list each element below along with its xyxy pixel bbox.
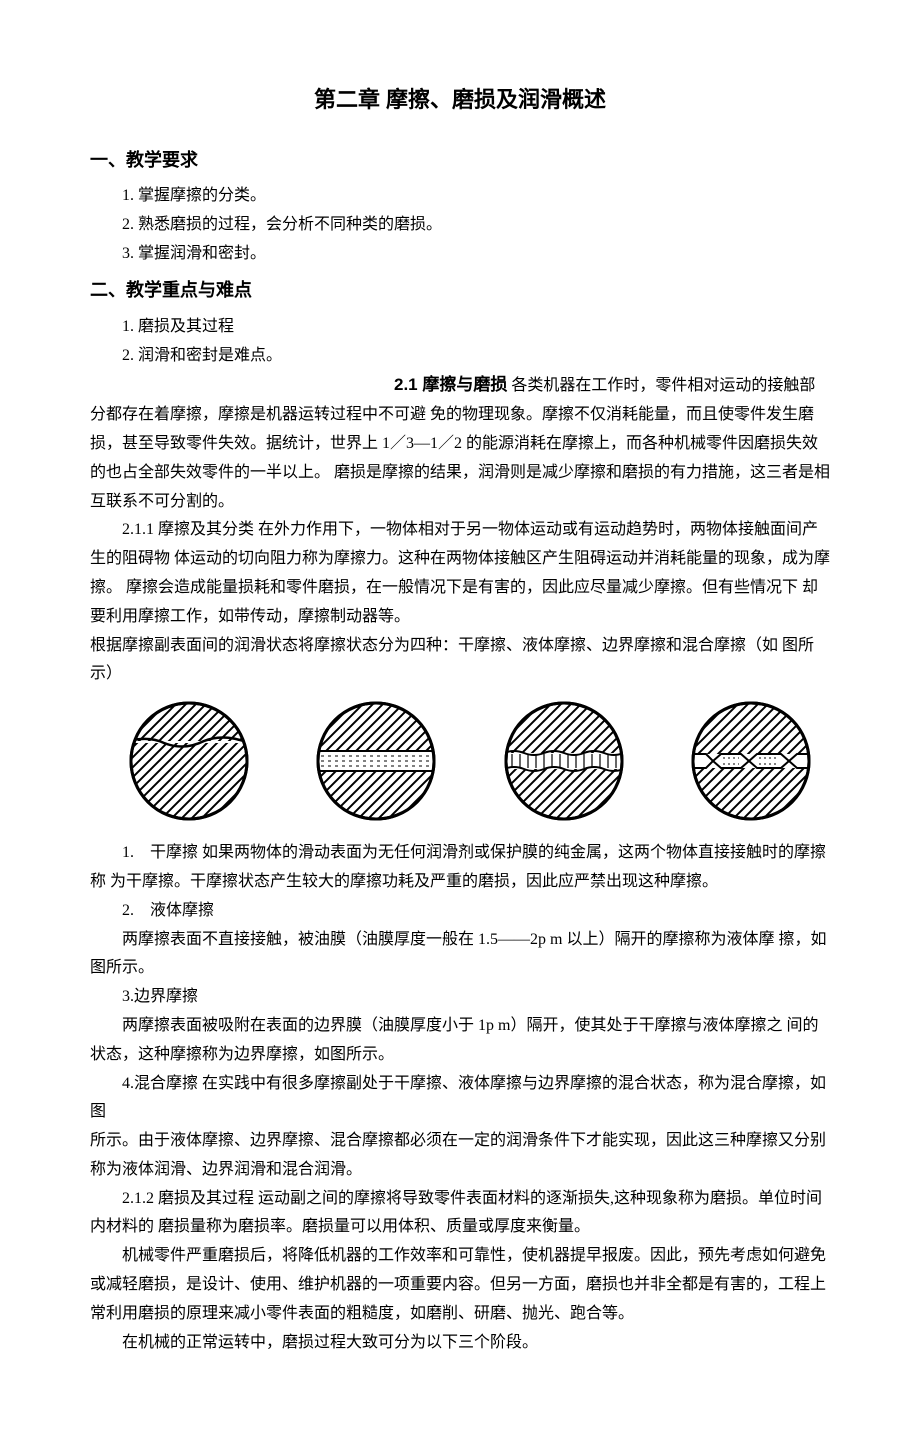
sec2-item-1: 1. 磨损及其过程 bbox=[122, 313, 830, 342]
fluid-friction-diagram bbox=[316, 701, 436, 821]
sec1-item-3: 3. 掌握润滑和密封。 bbox=[122, 240, 830, 269]
item-3-body: 两摩擦表面被吸附在表面的边界膜（油膜厚度小于 1p m）隔开，使其处于干摩擦与液… bbox=[90, 1012, 830, 1070]
section-2-heading: 二、教学重点与难点 bbox=[90, 274, 830, 306]
section-2-1-2-p2: 机械零件严重磨损后，将降低机器的工作效率和可靠性，使机器提早报废。因此，预先考虑… bbox=[90, 1242, 830, 1328]
item-1-dry: 1. 干摩擦 如果两物体的滑动表面为无任何润滑剂或保护膜的纯金属，这两个物体直接… bbox=[90, 839, 830, 897]
dry-friction-diagram bbox=[129, 701, 249, 821]
section-2-1-1-p: 2.1.1 摩擦及其分类 在外力作用下，一物体相对于另一物体运动或有运动趋势时，… bbox=[90, 516, 830, 631]
chapter-title: 第二章 摩擦、磨损及润滑概述 bbox=[90, 80, 830, 120]
section-2-1-classify-p: 根据摩擦副表面间的润滑状态将摩擦状态分为四种：干摩擦、液体摩擦、边界摩擦和混合摩… bbox=[90, 632, 830, 690]
item-4-body: 所示。由于液体摩擦、边界摩擦、混合摩擦都必须在一定的润滑条件下才能实现，因此这三… bbox=[90, 1127, 830, 1185]
section-2-1-p1: 各类机器在工作时，零件相对运动的接触部分都存在着摩擦，摩擦是机器运转过程中不可避… bbox=[90, 377, 830, 509]
sec1-item-1: 1. 掌握摩擦的分类。 bbox=[122, 182, 830, 211]
sec2-item-2: 2. 润滑和密封是难点。 bbox=[122, 342, 830, 371]
item-2-body: 两摩擦表面不直接接触，被油膜（油膜厚度一般在 1.5——2p m 以上）隔开的摩… bbox=[90, 926, 830, 984]
section-1-heading: 一、教学要求 bbox=[90, 144, 830, 176]
section-2-1-2-p3: 在机械的正常运转中，磨损过程大致可分为以下三个阶段。 bbox=[90, 1329, 830, 1358]
section-2-1-2-p1: 2.1.2 磨损及其过程 运动副之间的摩擦将导致零件表面材料的逐渐损失,这种现象… bbox=[90, 1185, 830, 1243]
sec1-item-2: 2. 熟悉磨损的过程，会分析不同种类的磨损。 bbox=[122, 211, 830, 240]
friction-diagram-row bbox=[110, 701, 830, 821]
boundary-friction-diagram bbox=[504, 701, 624, 821]
item-2-heading: 2. 液体摩擦 bbox=[90, 897, 830, 926]
mixed-friction-diagram bbox=[691, 701, 811, 821]
item-4-heading: 4.混合摩擦 在实践中有很多摩擦副处于干摩擦、液体摩擦与边界摩擦的混合状态，称为… bbox=[90, 1070, 830, 1128]
section-2-1-label: 2.1 摩擦与磨损 bbox=[394, 375, 507, 394]
item-3-heading: 3.边界摩擦 bbox=[90, 983, 830, 1012]
section-2-1-block: 2.1 摩擦与磨损 各类机器在工作时，零件相对运动的接触部分都存在着摩擦，摩擦是… bbox=[90, 370, 830, 516]
